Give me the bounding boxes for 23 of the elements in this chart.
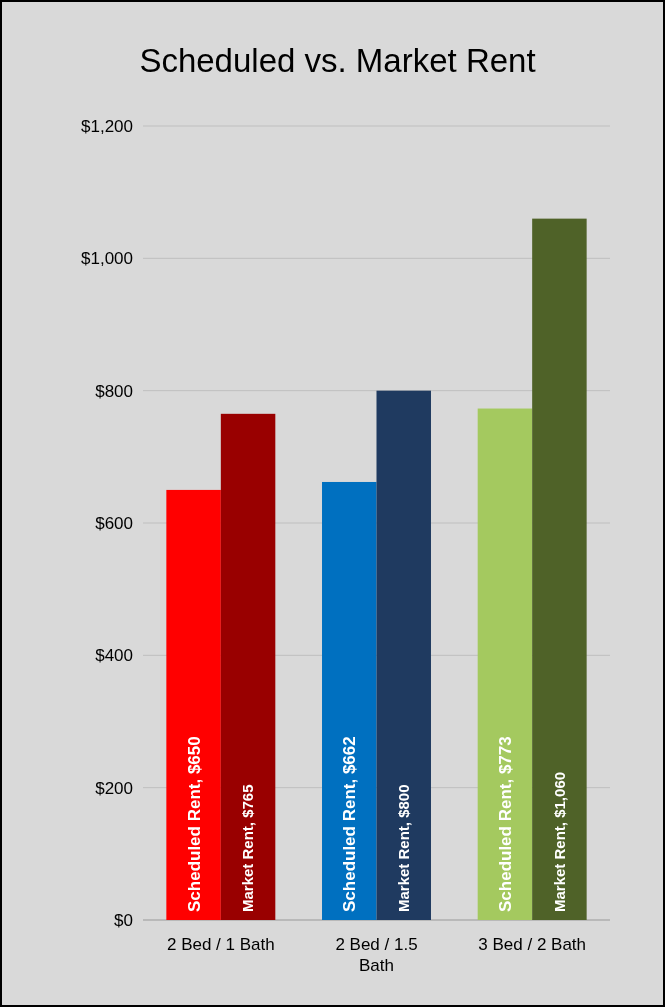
- y-tick-label: $800: [95, 381, 133, 401]
- y-tick-label: $0: [114, 910, 133, 930]
- data-label: Market Rent, $765: [239, 784, 257, 912]
- data-label: Scheduled Rent, $773: [495, 736, 515, 912]
- bar: [532, 218, 587, 920]
- y-tick-label: $400: [95, 646, 133, 666]
- bar: [166, 489, 221, 920]
- data-label: Market Rent, $800: [394, 784, 412, 912]
- data-label: Scheduled Rent, $662: [340, 736, 360, 912]
- y-tick-label: $600: [95, 513, 133, 533]
- x-tick-label: 2 Bed / 1.5 Bath: [335, 935, 418, 975]
- bar: [477, 408, 533, 920]
- x-tick-label: 3 Bed / 2 Bath: [478, 935, 587, 954]
- y-tick-label: $1,200: [81, 116, 133, 136]
- x-tick-label: 2 Bed / 1 Bath: [166, 935, 275, 954]
- y-tick-label: $200: [95, 778, 133, 798]
- bar: [322, 481, 377, 920]
- bar: [376, 390, 431, 920]
- chart-title: Scheduled vs. Market Rent: [139, 42, 536, 79]
- data-label: Scheduled Rent, $650: [184, 736, 204, 912]
- data-label: Market Rent, $1,060: [550, 771, 568, 912]
- bar: [220, 413, 276, 920]
- y-tick-label: $1,000: [81, 249, 133, 269]
